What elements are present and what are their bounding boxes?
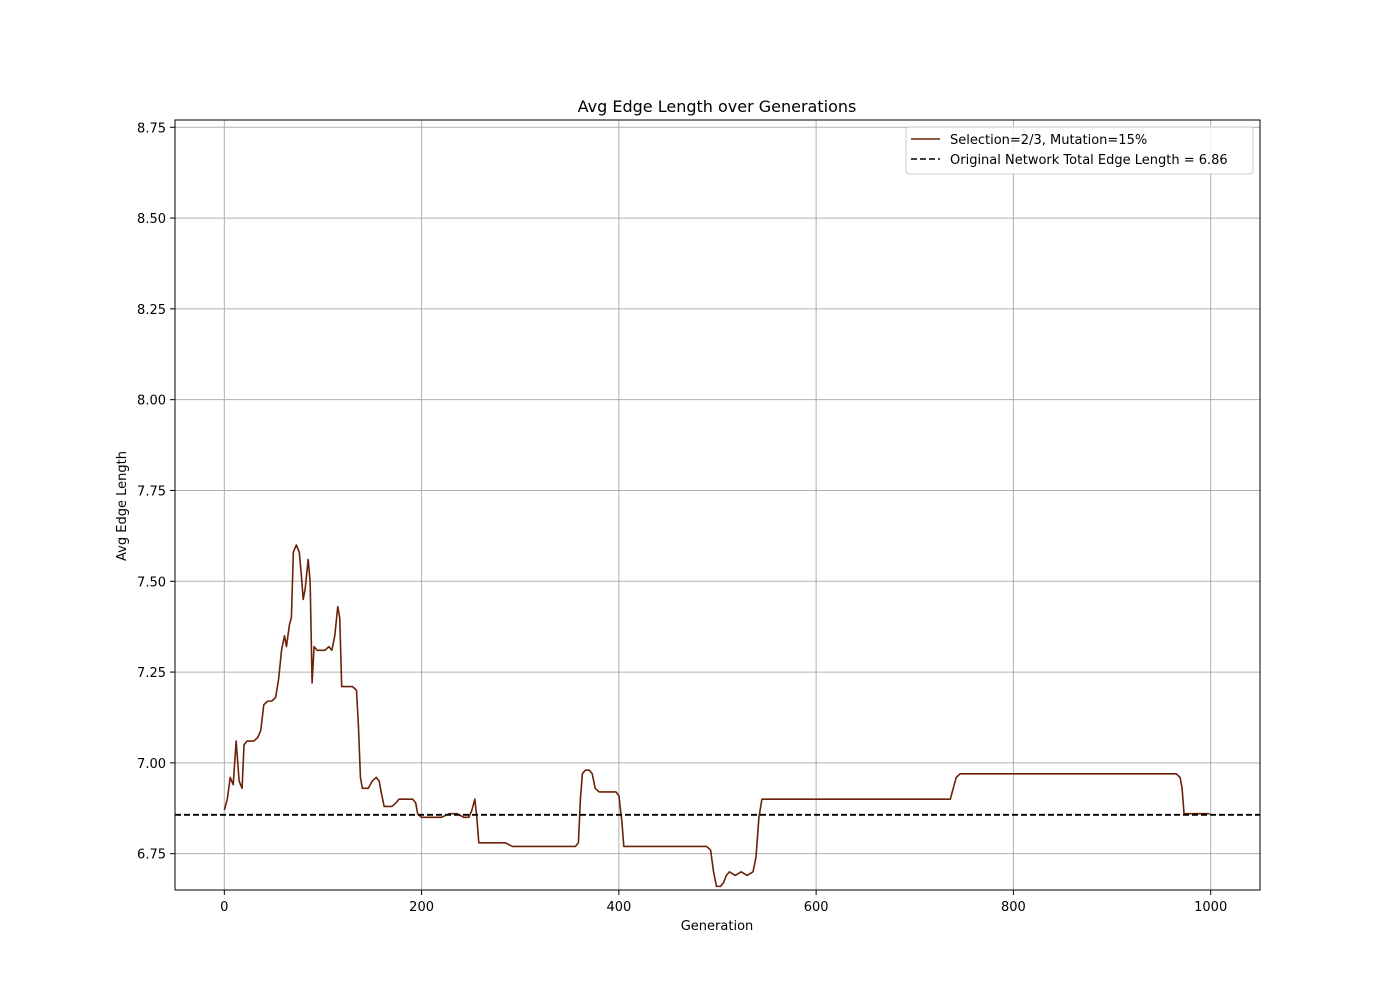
legend: Selection=2/3, Mutation=15% Original Net… [905, 126, 1254, 175]
y-tick-label: 8.25 [137, 303, 166, 318]
grid [175, 120, 1260, 890]
x-axis-label: Generation [681, 919, 754, 934]
x-tick-label: 600 [804, 900, 829, 915]
y-tick-label: 6.75 [137, 848, 166, 863]
x-tick-label: 0 [220, 900, 228, 915]
plot-area [174, 119, 1261, 891]
x-tick-label: 200 [409, 900, 434, 915]
x-tick-label: 400 [606, 900, 631, 915]
y-tick-label: 7.50 [137, 575, 166, 590]
y-tick-label: 7.75 [137, 484, 166, 499]
y-tick-label: 8.75 [137, 121, 166, 136]
x-tick-label: 800 [1001, 900, 1026, 915]
x-tick-label: 1000 [1194, 900, 1227, 915]
legend-box [905, 126, 1254, 175]
series-layer [175, 544, 1260, 888]
legend-label-series: Selection=2/3, Mutation=15% [950, 133, 1147, 148]
y-axis: 6.75 7.00 7.25 7.50 7.75 8.00 8.25 8.50 8.75 [137, 121, 175, 863]
chart-title: Avg Edge Length over Generations [578, 97, 857, 116]
y-tick-label: 7.00 [137, 757, 166, 772]
series-line [223, 544, 1210, 888]
x-axis: 0 200 400 600 800 1000 [220, 890, 1227, 915]
y-tick-label: 7.25 [137, 666, 166, 681]
y-tick-label: 8.00 [137, 394, 166, 409]
y-tick-label: 8.50 [137, 212, 166, 227]
y-axis-label: Avg Edge Length [115, 451, 130, 561]
legend-label-baseline: Original Network Total Edge Length = 6.8… [950, 153, 1228, 168]
